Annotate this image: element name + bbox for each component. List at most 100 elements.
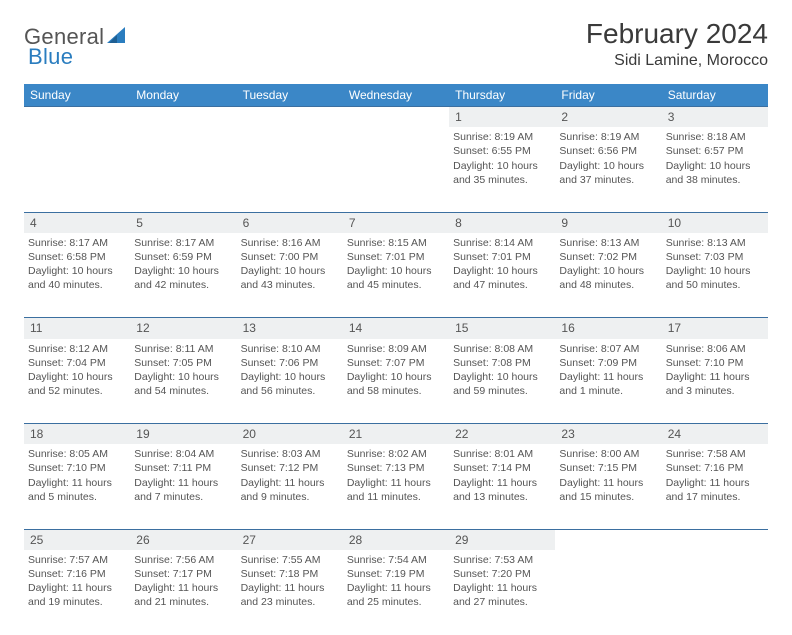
day-d2: and 50 minutes.	[666, 278, 764, 292]
day-detail-cell: Sunrise: 8:08 AMSunset: 7:08 PMDaylight:…	[449, 339, 555, 424]
weekday-header: Saturday	[662, 84, 768, 107]
day-d1: Daylight: 10 hours	[241, 370, 339, 384]
day-sr: Sunrise: 8:18 AM	[666, 130, 764, 144]
day-sr: Sunrise: 8:13 AM	[666, 236, 764, 250]
day-ss: Sunset: 6:55 PM	[453, 144, 551, 158]
day-d1: Daylight: 10 hours	[28, 370, 126, 384]
day-number-cell: 11	[24, 318, 130, 339]
day-ss: Sunset: 6:57 PM	[666, 144, 764, 158]
day-ss: Sunset: 7:08 PM	[453, 356, 551, 370]
day-number-cell	[555, 529, 661, 550]
day-d1: Daylight: 11 hours	[241, 581, 339, 595]
detail-row: Sunrise: 7:57 AMSunset: 7:16 PM Daylight:…	[24, 550, 768, 635]
day-detail-cell: Sunrise: 8:13 AMSunset: 7:03 PMDaylight:…	[662, 233, 768, 318]
day-d2: and 58 minutes.	[347, 384, 445, 398]
day-ss: Sunset: 7:15 PM	[559, 461, 657, 475]
day-number-cell: 4	[24, 212, 130, 233]
day-d2: and 21 minutes.	[134, 595, 232, 609]
day-ss: Sunset: 6:56 PM	[559, 144, 657, 158]
weekday-header: Wednesday	[343, 84, 449, 107]
day-detail-cell: Sunrise: 7:57 AMSunset: 7:16 PMDaylight:…	[24, 550, 130, 635]
day-d2: and 56 minutes.	[241, 384, 339, 398]
day-detail-cell: Sunrise: 7:53 AMSunset: 7:20 PMDaylight:…	[449, 550, 555, 635]
day-sr: Sunrise: 7:53 AM	[453, 553, 551, 567]
day-d1: Daylight: 10 hours	[347, 264, 445, 278]
day-ss: Sunset: 7:16 PM	[28, 567, 126, 581]
day-d1: Daylight: 10 hours	[453, 264, 551, 278]
day-ss: Sunset: 7:02 PM	[559, 250, 657, 264]
day-d1: Daylight: 11 hours	[453, 581, 551, 595]
day-sr: Sunrise: 7:57 AM	[28, 553, 126, 567]
day-number-cell: 12	[130, 318, 236, 339]
day-number-cell: 21	[343, 424, 449, 445]
day-sr: Sunrise: 8:07 AM	[559, 342, 657, 356]
day-d1: Daylight: 10 hours	[241, 264, 339, 278]
day-ss: Sunset: 7:12 PM	[241, 461, 339, 475]
day-sr: Sunrise: 7:55 AM	[241, 553, 339, 567]
day-d2: and 13 minutes.	[453, 490, 551, 504]
day-d1: Daylight: 11 hours	[666, 370, 764, 384]
day-detail-cell: Sunrise: 8:04 AMSunset: 7:11 PMDaylight:…	[130, 444, 236, 529]
day-d2: and 11 minutes.	[347, 490, 445, 504]
day-number-cell: 10	[662, 212, 768, 233]
day-detail-cell: Sunrise: 7:55 AMSunset: 7:18 PMDaylight:…	[237, 550, 343, 635]
day-d1: Daylight: 11 hours	[134, 476, 232, 490]
day-d1: Daylight: 11 hours	[134, 581, 232, 595]
day-ss: Sunset: 7:01 PM	[347, 250, 445, 264]
day-d1: Daylight: 10 hours	[453, 159, 551, 173]
day-number-cell: 13	[237, 318, 343, 339]
header: General February 2024 Sidi Lamine, Moroc…	[24, 18, 768, 70]
day-d1: Daylight: 10 hours	[453, 370, 551, 384]
day-detail-cell: Sunrise: 8:10 AMSunset: 7:06 PMDaylight:…	[237, 339, 343, 424]
weekday-header: Sunday	[24, 84, 130, 107]
day-d1: Daylight: 11 hours	[241, 476, 339, 490]
day-sr: Sunrise: 8:15 AM	[347, 236, 445, 250]
day-detail-cell: Sunrise: 8:06 AMSunset: 7:10 PMDaylight:…	[662, 339, 768, 424]
day-d2: and 35 minutes.	[453, 173, 551, 187]
day-sr: Sunrise: 8:05 AM	[28, 447, 126, 461]
detail-row: Sunrise: 8:19 AMSunset: 6:55 PMDaylight:…	[24, 127, 768, 212]
day-detail-cell: Sunrise: 8:00 AMSunset: 7:15 PMDaylight:…	[555, 444, 661, 529]
day-d2: and 1 minute.	[559, 384, 657, 398]
weekday-header-row: Sunday Monday Tuesday Wednesday Thursday…	[24, 84, 768, 107]
daynum-row: 18192021222324	[24, 424, 768, 445]
day-sr: Sunrise: 7:56 AM	[134, 553, 232, 567]
day-detail-cell: Sunrise: 8:01 AMSunset: 7:14 PMDaylight:…	[449, 444, 555, 529]
day-detail-cell	[237, 127, 343, 212]
day-sr: Sunrise: 8:14 AM	[453, 236, 551, 250]
day-ss: Sunset: 7:00 PM	[241, 250, 339, 264]
day-d2: and 37 minutes.	[559, 173, 657, 187]
day-detail-cell: Sunrise: 8:13 AMSunset: 7:02 PMDaylight:…	[555, 233, 661, 318]
day-number-cell: 5	[130, 212, 236, 233]
day-d2: and 38 minutes.	[666, 173, 764, 187]
day-sr: Sunrise: 8:19 AM	[453, 130, 551, 144]
day-number-cell: 24	[662, 424, 768, 445]
day-detail-cell	[130, 127, 236, 212]
day-ss: Sunset: 7:18 PM	[241, 567, 339, 581]
day-number-cell: 3	[662, 107, 768, 128]
day-ss: Sunset: 7:05 PM	[134, 356, 232, 370]
day-d1: Daylight: 11 hours	[559, 476, 657, 490]
day-sr: Sunrise: 8:08 AM	[453, 342, 551, 356]
day-number-cell: 2	[555, 107, 661, 128]
logo-blue-row: Blue	[28, 44, 73, 70]
day-detail-cell: Sunrise: 8:19 AMSunset: 6:56 PMDaylight:…	[555, 127, 661, 212]
day-sr: Sunrise: 8:10 AM	[241, 342, 339, 356]
day-sr: Sunrise: 8:13 AM	[559, 236, 657, 250]
day-detail-cell: Sunrise: 8:02 AMSunset: 7:13 PMDaylight:…	[343, 444, 449, 529]
day-ss: Sunset: 7:17 PM	[134, 567, 232, 581]
day-sr: Sunrise: 8:04 AM	[134, 447, 232, 461]
day-d1: Daylight: 10 hours	[28, 264, 126, 278]
day-number-cell: 28	[343, 529, 449, 550]
daynum-row: 11121314151617	[24, 318, 768, 339]
day-d2: and 5 minutes.	[28, 490, 126, 504]
day-ss: Sunset: 7:09 PM	[559, 356, 657, 370]
day-sr: Sunrise: 8:19 AM	[559, 130, 657, 144]
day-number-cell: 27	[237, 529, 343, 550]
day-ss: Sunset: 7:03 PM	[666, 250, 764, 264]
day-number-cell	[343, 107, 449, 128]
day-d2: and 54 minutes.	[134, 384, 232, 398]
daynum-row: 123	[24, 107, 768, 128]
day-detail-cell: Sunrise: 8:07 AMSunset: 7:09 PMDaylight:…	[555, 339, 661, 424]
day-sr: Sunrise: 8:17 AM	[28, 236, 126, 250]
